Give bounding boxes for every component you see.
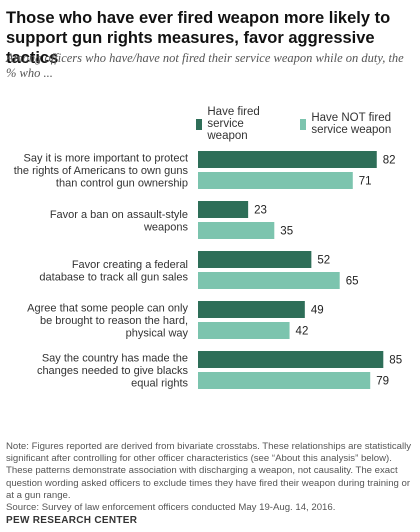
bar-fired: [198, 301, 305, 318]
legend-item-fired: Have fired service weapon: [196, 106, 286, 142]
value-label: 79: [376, 376, 389, 388]
footnote: Note: Figures reported are derived from …: [6, 441, 416, 514]
legend-item-not-fired: Have NOT fired service weapon: [299, 112, 406, 136]
value-label: 82: [383, 155, 396, 167]
legend-label-not-fired: Have NOT fired service weapon: [311, 112, 392, 136]
bar-not-fired: [198, 272, 340, 289]
bar-not-fired: [198, 322, 290, 339]
category-label: Say the country has made the changes need…: [37, 353, 189, 390]
value-label: 71: [359, 176, 372, 188]
chart-title: Those who have ever fired weapon more li…: [6, 9, 391, 67]
value-label: 35: [280, 226, 293, 238]
category-label: Favor a ban on assault-style weapons: [50, 209, 189, 234]
bar-fired: [198, 201, 249, 218]
legend-label-fired: Have fired service weapon: [207, 106, 260, 142]
bar-fired: [198, 251, 312, 268]
bar-not-fired: [198, 172, 353, 189]
source-text: Source: Survey of law enforcement office…: [6, 502, 336, 514]
brand-logo-text: PEW RESEARCH CENTER: [6, 515, 138, 526]
category-label: Favor creating a federal database to trac…: [39, 259, 188, 284]
note-text: Note: Figures reported are derived from …: [6, 441, 412, 501]
chart-legend: Have fired service weapon Have NOT fired…: [196, 106, 420, 142]
value-label: 65: [346, 276, 359, 288]
bar-fired: [198, 351, 384, 368]
legend-swatch-not-fired: [299, 118, 307, 130]
bar-not-fired: [198, 372, 371, 389]
value-label: 42: [296, 326, 309, 338]
chart-subtitle: Among officers who have/have not fired t…: [6, 51, 404, 80]
value-label: 85: [389, 355, 402, 367]
category-label: Say it is more important to protect the r…: [14, 153, 189, 190]
value-label: 49: [311, 305, 324, 317]
legend-swatch-fired: [196, 118, 203, 130]
value-label: 23: [254, 205, 267, 217]
bar-not-fired: [198, 222, 275, 239]
category-label: Agree that some people can only be brough…: [27, 303, 188, 340]
bar-chart: Say it is more important to protect the r…: [14, 151, 402, 390]
value-label: 52: [317, 255, 330, 267]
bar-fired: [198, 151, 377, 168]
